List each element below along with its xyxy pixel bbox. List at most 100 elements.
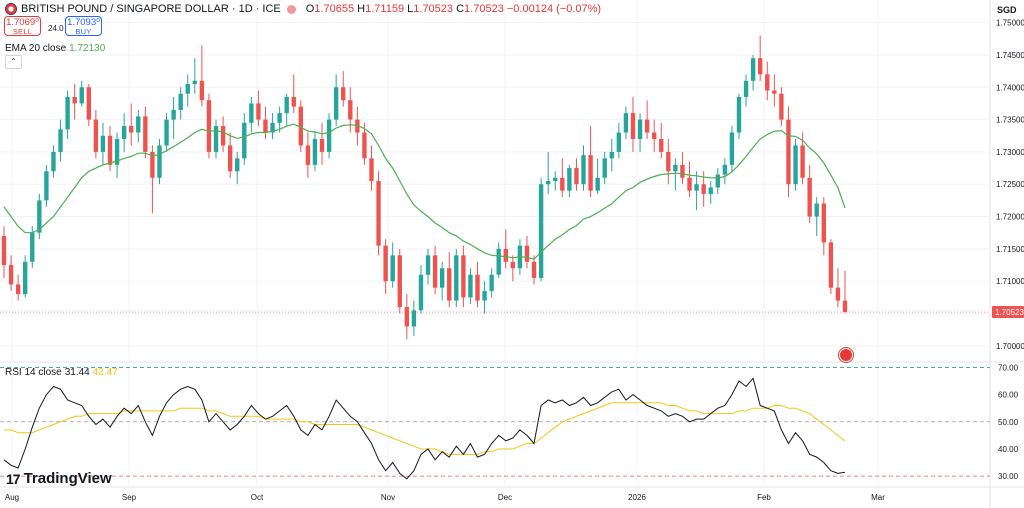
tradingview-logo-text: TradingView [23,470,112,487]
buy-button[interactable]: 1.7093⁰ BUY [65,16,102,36]
candle [468,274,473,298]
candle [213,126,219,152]
candle [305,145,311,165]
candle [8,265,14,285]
candle [383,245,388,282]
candle [644,119,650,133]
candle [326,119,332,152]
candle [150,151,155,178]
candle [701,184,706,194]
currency-label[interactable]: SGD [997,5,1017,15]
ema-label: EMA 20 close [5,43,67,54]
candle [319,138,325,152]
candle [114,138,120,165]
candle [758,58,763,75]
candle [298,106,304,146]
candle [418,274,424,311]
symbol-title[interactable]: BRITISH POUND / SINGAPORE DOLLAR · 1D · … [21,3,281,15]
candle [390,255,395,282]
candle [765,74,770,91]
candle [637,119,643,139]
price-tick-label: 1.75000 [996,19,1024,28]
candle [249,103,254,123]
candle [15,284,21,295]
candle [595,177,600,191]
sell-button[interactable]: 1.7069⁰ SELL [4,16,41,36]
rsi-value: 31.44 [64,367,90,378]
candle [842,300,848,313]
candle [496,248,501,275]
candle [800,145,805,178]
price-tick-label: 1.71000 [996,277,1024,286]
candle [814,203,819,217]
candle [482,290,487,301]
candle [553,177,558,181]
candle [687,177,692,191]
tradingview-logo[interactable]: 17 TradingView [6,470,112,487]
candle [786,119,791,185]
candle [694,184,699,191]
candle [51,151,56,172]
candle [510,261,516,269]
price-tick-label: 1.73500 [996,116,1024,125]
candle [143,116,148,152]
candle [793,145,798,185]
price-tick-label: 1.70000 [996,342,1024,351]
candle [524,245,530,262]
candle [743,80,749,97]
collapse-legend-button[interactable]: ⌃ [5,55,22,69]
candle [277,113,282,123]
time-tick-label: Mar [871,493,885,502]
price-tick-label: 1.72500 [996,180,1024,189]
candle [729,132,735,165]
candle [531,261,537,278]
candle [411,310,417,327]
market-status-icon [286,4,296,14]
candle [708,187,713,194]
candle [489,274,494,291]
candle [355,119,360,133]
candle [616,132,622,152]
candle [86,87,91,120]
candle [107,135,113,165]
candle [560,177,565,191]
candle [609,151,614,159]
candle [821,203,826,243]
candle [129,126,134,133]
symbol-legend[interactable]: BRITISH POUND / SINGAPORE DOLLAR · 1D · … [5,3,601,15]
candle [333,87,339,120]
candle [79,87,84,104]
candle [199,80,205,101]
candle [157,145,162,178]
candle [680,164,685,178]
rsi-tick-label: 50.00 [998,418,1019,427]
candle [256,103,261,120]
axes: 1.75000 1.74500 1.74000 1.73500 1.73000 1.725… [5,19,1024,502]
candle [447,268,452,301]
candle [630,113,636,139]
candle [72,96,77,104]
rsi-legend[interactable]: RSI 14 close 31.44 42.47 [5,367,118,378]
ema-legend[interactable]: EMA 20 close 1.72130 [5,43,105,54]
candle [425,255,431,275]
candle [651,132,657,139]
rsi-tick-label: 60.00 [998,391,1019,400]
candle [206,100,212,152]
candle [807,177,812,217]
alert-icon[interactable] [839,348,853,362]
candle [136,116,141,133]
candle [100,135,106,152]
candle [574,168,579,185]
candle [44,171,49,201]
candle [404,307,410,327]
price-tick-label: 1.74000 [996,83,1024,92]
candle [376,181,381,246]
candle [242,122,247,159]
candle [171,109,176,120]
rsi-ma-line [4,402,846,455]
candle [362,132,367,159]
candle [93,119,99,152]
candle [588,155,593,191]
